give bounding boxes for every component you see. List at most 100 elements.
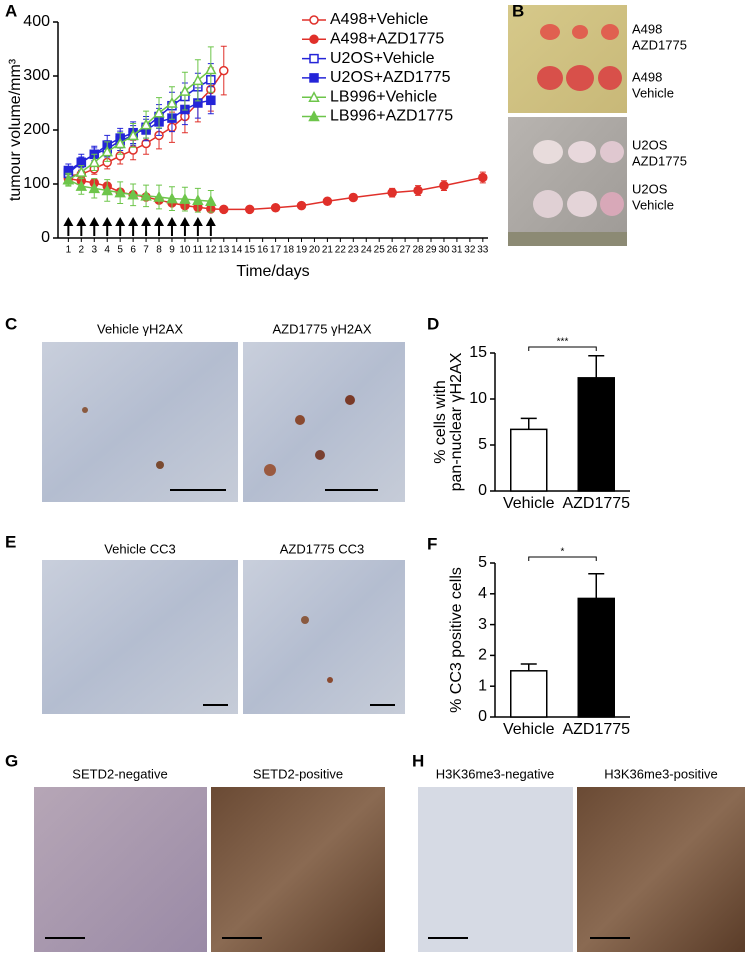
x-tick-label: 12 — [205, 245, 217, 256]
x-tick-label: 9 — [169, 245, 175, 256]
significance-bracket — [528, 346, 597, 351]
x-tick-label: 4 — [104, 245, 110, 256]
x-tick-label: 15 — [244, 245, 256, 256]
marker — [387, 187, 397, 198]
legend-label: LB996+AZD1775 — [330, 108, 453, 125]
marker — [127, 129, 139, 141]
marker — [179, 193, 191, 204]
marker — [244, 204, 255, 215]
y-tick-label: 4 — [478, 585, 487, 602]
y-tick-label: 0 — [478, 482, 487, 499]
image-caption: H3K36me3-negative — [436, 766, 555, 781]
panel-letter: A — [5, 1, 17, 20]
marker — [88, 182, 101, 194]
marker — [219, 65, 229, 76]
marker — [309, 34, 319, 45]
photo-label: AZD1775 — [632, 153, 687, 168]
dose-arrowhead — [115, 217, 126, 226]
x-tick-label: AZD1775 — [562, 721, 630, 738]
y-tick-label: 100 — [23, 175, 50, 192]
marker — [309, 53, 319, 64]
marker — [296, 200, 307, 211]
marker — [439, 180, 449, 191]
significance-label: *** — [557, 337, 569, 348]
dose-arrowhead — [192, 217, 203, 226]
x-tick-label: 1 — [66, 245, 72, 256]
y-tick-label: 1 — [478, 677, 487, 694]
marker — [140, 189, 152, 201]
y-tick-label: 200 — [23, 121, 50, 138]
marker — [219, 204, 229, 215]
legend-label: LB996+Vehicle — [330, 88, 437, 105]
marker — [75, 166, 88, 177]
y-axis-label: pan-nuclear γH2AX — [448, 352, 465, 491]
bar — [577, 377, 615, 492]
marker — [140, 118, 152, 130]
marker — [205, 195, 217, 207]
bar — [510, 428, 548, 492]
image-caption: AZD1775 CC3 — [280, 541, 365, 556]
error-bar — [588, 355, 605, 378]
y-tick-label: 3 — [478, 616, 487, 633]
panel-letter: B — [512, 1, 524, 20]
panel-letter: E — [5, 532, 16, 551]
panel-letter: D — [427, 314, 439, 333]
marker — [348, 192, 359, 203]
legend-label: U2OS+AZD1775 — [330, 69, 451, 86]
x-tick-label: Vehicle — [503, 495, 555, 512]
error-bar — [588, 573, 605, 599]
x-tick-label: 25 — [374, 245, 386, 256]
marker — [192, 194, 204, 205]
y-axis-label: % cells with — [432, 380, 449, 464]
y-tick-label: 15 — [469, 344, 487, 361]
marker — [166, 192, 178, 204]
panel-letter: C — [5, 314, 17, 333]
y-tick-label: 0 — [41, 229, 50, 246]
panel-letter: F — [427, 534, 437, 553]
x-tick-label: 29 — [425, 245, 437, 256]
marker — [179, 85, 191, 96]
photo-label: Vehicle — [632, 85, 674, 100]
x-tick-label: 28 — [412, 245, 424, 256]
x-tick-label: 24 — [361, 245, 373, 256]
image-caption: Vehicle CC3 — [104, 541, 176, 556]
x-tick-label: 31 — [451, 245, 463, 256]
x-tick-label: 5 — [117, 245, 123, 256]
x-tick-label: 18 — [283, 245, 295, 256]
dose-arrowhead — [128, 217, 139, 226]
marker — [127, 188, 139, 200]
marker — [166, 96, 178, 108]
y-axis-label: % CC3 positive cells — [448, 567, 465, 713]
marker — [308, 91, 320, 102]
photo-label: AZD1775 — [632, 37, 687, 52]
micrographs — [34, 342, 745, 952]
dose-arrowhead — [76, 217, 87, 226]
y-tick-label: 5 — [478, 436, 487, 453]
bar — [577, 597, 615, 718]
photo-panel — [508, 5, 627, 246]
dose-arrowhead — [141, 217, 152, 226]
x-tick-label: 7 — [143, 245, 149, 256]
x-tick-label: 3 — [91, 245, 97, 256]
marker — [413, 185, 423, 196]
x-tick-label: 13 — [218, 245, 230, 256]
x-tick-label: AZD1775 — [562, 495, 630, 512]
marker — [75, 180, 88, 191]
x-tick-label: 21 — [322, 245, 334, 256]
x-axis-label: Time/days — [236, 263, 309, 280]
dose-arrowhead — [205, 217, 216, 226]
marker — [205, 63, 217, 75]
marker — [322, 196, 333, 207]
y-tick-label: 10 — [469, 390, 487, 407]
marker — [478, 172, 488, 183]
x-tick-label: 10 — [179, 245, 191, 256]
x-tick-label: 14 — [231, 245, 243, 256]
marker — [62, 173, 75, 185]
image-caption: SETD2-negative — [72, 766, 167, 781]
x-tick-label: 16 — [257, 245, 269, 256]
image-caption: Vehicle γH2AX — [97, 321, 183, 336]
panel-letter: H — [412, 751, 424, 770]
marker — [114, 186, 126, 198]
marker — [153, 190, 165, 202]
